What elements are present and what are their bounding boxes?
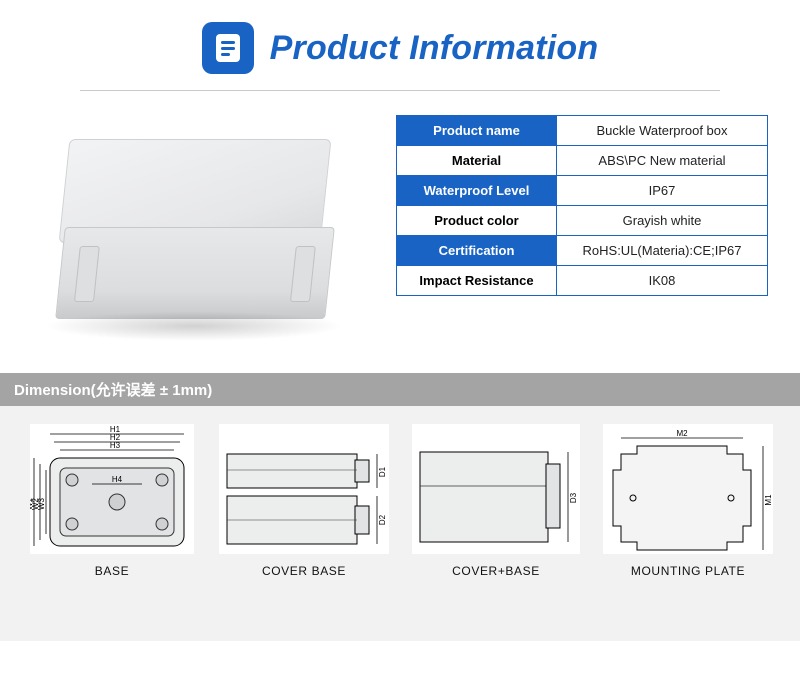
label-m1: M1 (764, 494, 773, 506)
caption-mountingplate: MOUNTING PLATE (631, 564, 745, 578)
spec-value: RoHS:UL(Materia):CE;IP67 (557, 236, 768, 266)
spec-key: Impact Resistance (397, 266, 557, 296)
dim-item-coverbase: D1 D2 COVER BASE (212, 424, 396, 578)
spec-row: Product nameBuckle Waterproof box (397, 116, 768, 146)
main-row: Product nameBuckle Waterproof boxMateria… (0, 91, 800, 355)
spec-key: Product color (397, 206, 557, 236)
label-d3: D3 (569, 492, 578, 503)
label-w3: W3 (37, 497, 46, 510)
label-d1: D1 (378, 466, 387, 477)
spec-value: ABS\PC New material (557, 146, 768, 176)
diagram-base: H1 H2 H3 H4 (30, 424, 194, 554)
spec-row: Waterproof LevelIP67 (397, 176, 768, 206)
dim-item-coverplusbase: D3 COVER+BASE (404, 424, 588, 578)
spec-row: Impact ResistanceIK08 (397, 266, 768, 296)
spec-value: Grayish white (557, 206, 768, 236)
diagram-coverplusbase: D3 (412, 424, 580, 554)
page-title: Product Information (270, 29, 599, 68)
spec-key: Product name (397, 116, 557, 146)
spec-key: Certification (397, 236, 557, 266)
spec-row: MaterialABS\PC New material (397, 146, 768, 176)
caption-coverplusbase: COVER+BASE (452, 564, 540, 578)
dim-item-base: H1 H2 H3 H4 (20, 424, 204, 578)
label-h3: H3 (110, 441, 121, 450)
dimension-section: Dimension(允许误差 ± 1mm) H1 H2 H3 (0, 373, 800, 641)
spec-value: Buckle Waterproof box (557, 116, 768, 146)
dimension-bar: Dimension(允许误差 ± 1mm) (0, 373, 800, 406)
label-m2: M2 (676, 429, 688, 438)
spec-table: Product nameBuckle Waterproof boxMateria… (396, 115, 768, 296)
header: Product Information (0, 0, 800, 84)
spec-value: IK08 (557, 266, 768, 296)
product-image (30, 115, 370, 345)
label-d2: D2 (378, 514, 387, 525)
diagram-mountingplate: M2 M1 (603, 424, 773, 554)
spec-row: Product colorGrayish white (397, 206, 768, 236)
spec-key: Material (397, 146, 557, 176)
diagram-coverbase: D1 D2 (219, 424, 389, 554)
label-h4: H4 (112, 475, 123, 484)
spec-row: CertificationRoHS:UL(Materia):CE;IP67 (397, 236, 768, 266)
spec-key: Waterproof Level (397, 176, 557, 206)
spec-value: IP67 (557, 176, 768, 206)
doc-icon (202, 22, 254, 74)
caption-base: BASE (95, 564, 129, 578)
dim-item-mountingplate: M2 M1 MOUNTING PLATE (596, 424, 780, 578)
caption-coverbase: COVER BASE (262, 564, 346, 578)
dimension-row: H1 H2 H3 H4 (0, 406, 800, 578)
